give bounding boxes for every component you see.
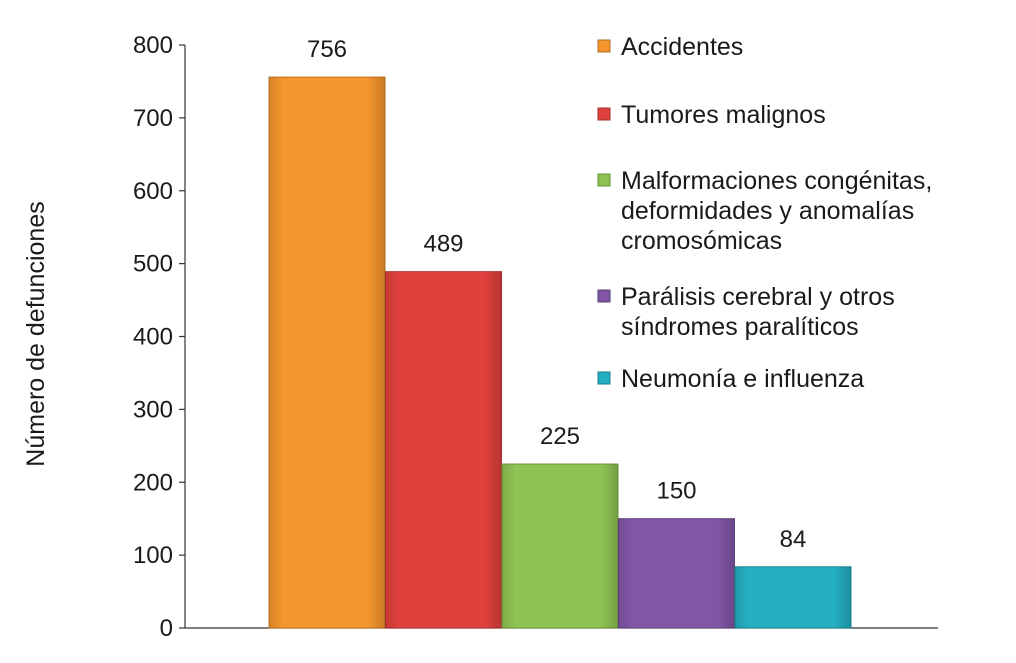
legend-label-3: cromosómicas	[621, 227, 782, 255]
y-tick-label: 800	[133, 32, 173, 59]
legend-swatch-4	[597, 289, 611, 303]
legend: Accidentes Tumores malignos Malformaciones…	[597, 33, 932, 393]
legend-swatch-1	[597, 39, 611, 53]
data-labels: 756 489 225 150 84	[307, 36, 806, 553]
bars	[268, 76, 852, 629]
legend-swatch-3	[597, 173, 611, 187]
y-tick-label: 600	[133, 178, 173, 205]
y-tick-label: 700	[133, 105, 173, 132]
y-tick-label: 400	[133, 324, 173, 351]
legend-label-4: Parálisis cerebral y otros	[621, 283, 895, 311]
y-tick-label: 300	[133, 396, 173, 423]
legend-label-3: Malformaciones congénitas,	[621, 167, 932, 195]
data-label-5: 84	[780, 526, 807, 553]
legend-swatch-5	[597, 371, 611, 385]
legend-label-3: deformidades y anomalías	[621, 197, 914, 225]
bar-shading	[269, 77, 385, 628]
legend-label-2: Tumores malignos	[621, 101, 826, 129]
bar-shading	[735, 566, 851, 628]
bar-shading	[618, 518, 735, 628]
legend-label-5: Neumonía e influenza	[621, 365, 864, 393]
bar-shading	[502, 464, 618, 628]
y-axis-title: Número de defunciones	[22, 201, 50, 466]
y-tick-label: 100	[133, 542, 173, 569]
data-label-4: 150	[656, 478, 696, 505]
data-label-2: 489	[423, 231, 463, 258]
legend-label-4: síndromes paralíticos	[621, 313, 859, 341]
legend-label-1: Accidentes	[621, 33, 743, 61]
y-tick-label: 200	[133, 469, 173, 496]
bar-shading	[385, 271, 502, 628]
data-label-3: 225	[540, 423, 580, 450]
y-tick-label: 500	[133, 251, 173, 278]
y-tick-label: 0	[160, 615, 173, 642]
y-axis: 0 100 200 300 400 500 600 700 800	[133, 32, 938, 642]
data-label-1: 756	[307, 36, 347, 63]
legend-swatch-2	[597, 107, 611, 121]
